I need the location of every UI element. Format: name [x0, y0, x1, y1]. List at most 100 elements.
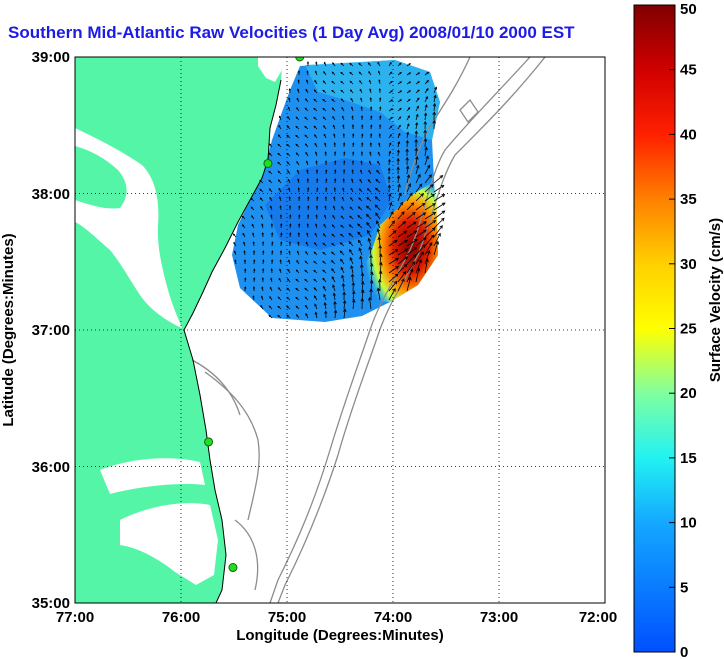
velocity-arrow	[388, 211, 394, 220]
velocity-arrow-head	[331, 98, 334, 101]
velocity-arrow	[397, 211, 405, 220]
velocity-arrow-head	[305, 304, 308, 308]
velocity-arrow-head	[424, 104, 428, 108]
velocity-arrow-head	[307, 196, 310, 199]
velocity-arrow-head	[261, 277, 264, 280]
velocity-arrow	[388, 159, 391, 166]
velocity-arrow-head	[401, 211, 405, 215]
velocity-arrow	[358, 239, 363, 247]
velocity-arrow-head	[331, 107, 334, 110]
velocity-arrow-head	[374, 204, 379, 208]
velocity-arrow-head	[390, 117, 393, 120]
velocity-arrow-head	[278, 115, 282, 118]
velocity-arrow-head	[243, 259, 247, 262]
velocity-arrow-head	[415, 113, 419, 117]
velocity-arrow-head	[375, 212, 379, 217]
velocity-arrow	[376, 220, 381, 229]
velocity-arrow-head	[268, 179, 271, 182]
velocity-arrow-head	[429, 184, 434, 188]
velocity-arrow	[377, 228, 381, 238]
velocity-arrow-head	[368, 296, 372, 301]
velocity-arrow-head	[406, 174, 411, 178]
velocity-arrow-head	[269, 296, 272, 299]
velocity-arrow-head	[404, 239, 408, 244]
velocity-arrow	[388, 288, 396, 301]
velocity-arrow-head	[304, 125, 307, 129]
velocity-arrow-head	[314, 79, 317, 83]
velocity-arrow	[361, 273, 364, 283]
velocity-arrow	[366, 222, 372, 229]
velocity-arrow-head	[322, 260, 325, 264]
velocity-arrow-head	[402, 221, 407, 225]
velocity-arrow-head	[298, 223, 301, 226]
velocity-arrow-head	[367, 229, 371, 234]
velocity-arrow-head	[378, 253, 383, 258]
velocity-arrow-head	[418, 183, 423, 188]
velocity-arrow-head	[370, 271, 374, 276]
velocity-arrow-head	[242, 224, 245, 227]
velocity-arrow-head	[425, 258, 429, 263]
velocity-arrow-head	[278, 187, 281, 191]
velocity-arrow	[415, 174, 421, 184]
velocity-arrow	[388, 273, 399, 283]
velocity-arrow-head	[316, 187, 319, 190]
velocity-arrow-head	[374, 187, 378, 191]
velocity-arrow-head	[323, 125, 326, 128]
velocity-arrow-head	[399, 201, 403, 206]
y-axis-label: Latitude (Degrees:Minutes)	[0, 233, 17, 426]
radar-station-marker	[204, 437, 214, 447]
velocity-arrow-head	[349, 215, 352, 218]
velocity-arrow	[340, 267, 345, 274]
velocity-arrow-head	[286, 287, 289, 290]
velocity-arrow-head	[357, 223, 361, 227]
velocity-arrow-head	[377, 70, 381, 73]
velocity-arrow-head	[340, 233, 343, 237]
velocity-arrow-head	[297, 187, 300, 190]
velocity-arrow-head	[322, 242, 325, 245]
velocity-arrow-head	[322, 277, 325, 281]
velocity-arrow-head	[360, 160, 363, 163]
velocity-arrow-head	[270, 277, 273, 280]
velocity-arrow-head	[350, 273, 355, 278]
velocity-arrow-head	[280, 241, 283, 244]
velocity-arrow-head	[331, 80, 334, 84]
velocity-arrow-head	[405, 148, 409, 152]
velocity-arrow	[424, 234, 435, 247]
velocity-arrow-head	[286, 125, 289, 128]
velocity-arrow	[388, 202, 392, 211]
velocity-arrow-head	[322, 116, 325, 119]
velocity-arrow-head	[389, 142, 392, 145]
velocity-arrow-head	[352, 142, 355, 145]
velocity-arrow	[349, 257, 354, 265]
velocity-arrow-head	[323, 223, 326, 227]
velocity-arrow-head	[407, 107, 411, 110]
velocity-arrow-head	[332, 284, 336, 288]
velocity-arrow-head	[304, 260, 307, 263]
velocity-arrow	[357, 231, 363, 238]
velocity-arrow-head	[313, 89, 317, 92]
velocity-arrow-head	[360, 106, 363, 109]
velocity-arrow-head	[348, 232, 352, 236]
velocity-arrow-head	[279, 205, 282, 208]
velocity-arrow-head	[418, 259, 422, 263]
velocity-arrow	[424, 174, 432, 184]
velocity-arrow	[341, 275, 345, 283]
velocity-arrow-head	[388, 150, 392, 154]
velocity-arrow-head	[366, 188, 370, 191]
velocity-arrow	[397, 230, 407, 238]
velocity-arrow	[424, 147, 427, 157]
velocity-arrow-head	[351, 160, 355, 163]
velocity-arrow-head	[288, 196, 291, 199]
velocity-arrow-head	[407, 183, 412, 187]
y-tick: 36:00	[32, 459, 70, 476]
velocity-arrow-head	[313, 295, 317, 298]
velocity-arrow-head	[297, 79, 300, 82]
velocity-arrow-head	[416, 164, 420, 169]
velocity-arrow-head	[314, 242, 317, 245]
velocity-arrow-head	[349, 206, 352, 209]
velocity-arrow-head	[288, 241, 292, 244]
velocity-arrow-head	[413, 221, 417, 225]
velocity-arrow-head	[441, 194, 446, 198]
velocity-arrow-head	[378, 88, 381, 91]
velocity-arrow-head	[375, 178, 379, 182]
